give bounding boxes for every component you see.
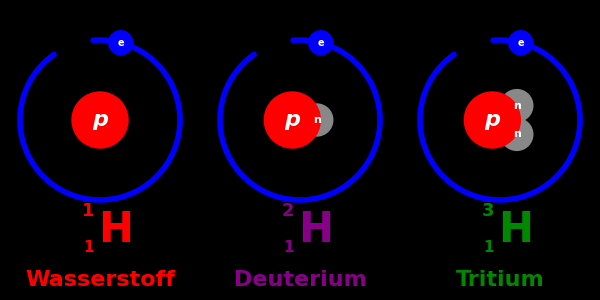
Text: 1: 1 (83, 240, 94, 255)
Text: p: p (92, 110, 108, 130)
Circle shape (501, 90, 533, 122)
Text: H: H (498, 209, 533, 251)
Text: p: p (484, 110, 500, 130)
Text: n: n (513, 100, 521, 111)
Text: Tritium: Tritium (455, 270, 544, 290)
Text: e: e (517, 38, 524, 48)
Text: 1: 1 (484, 240, 494, 255)
Circle shape (109, 31, 133, 55)
Text: H: H (98, 209, 133, 251)
Circle shape (265, 92, 320, 148)
Circle shape (464, 92, 520, 148)
Text: e: e (118, 38, 124, 48)
Text: H: H (298, 209, 333, 251)
Circle shape (501, 118, 533, 150)
Text: 2: 2 (281, 202, 294, 220)
Text: 1: 1 (284, 240, 294, 255)
Text: n: n (313, 115, 321, 125)
Text: n: n (513, 129, 521, 140)
Text: Deuterium: Deuterium (233, 270, 367, 290)
Circle shape (309, 31, 333, 55)
Text: p: p (284, 110, 300, 130)
Circle shape (72, 92, 128, 148)
Circle shape (301, 104, 333, 136)
Text: Wasserstoff: Wasserstoff (25, 270, 175, 290)
Text: e: e (317, 38, 324, 48)
Text: 1: 1 (82, 202, 94, 220)
Text: 3: 3 (482, 202, 494, 220)
Circle shape (509, 31, 533, 55)
